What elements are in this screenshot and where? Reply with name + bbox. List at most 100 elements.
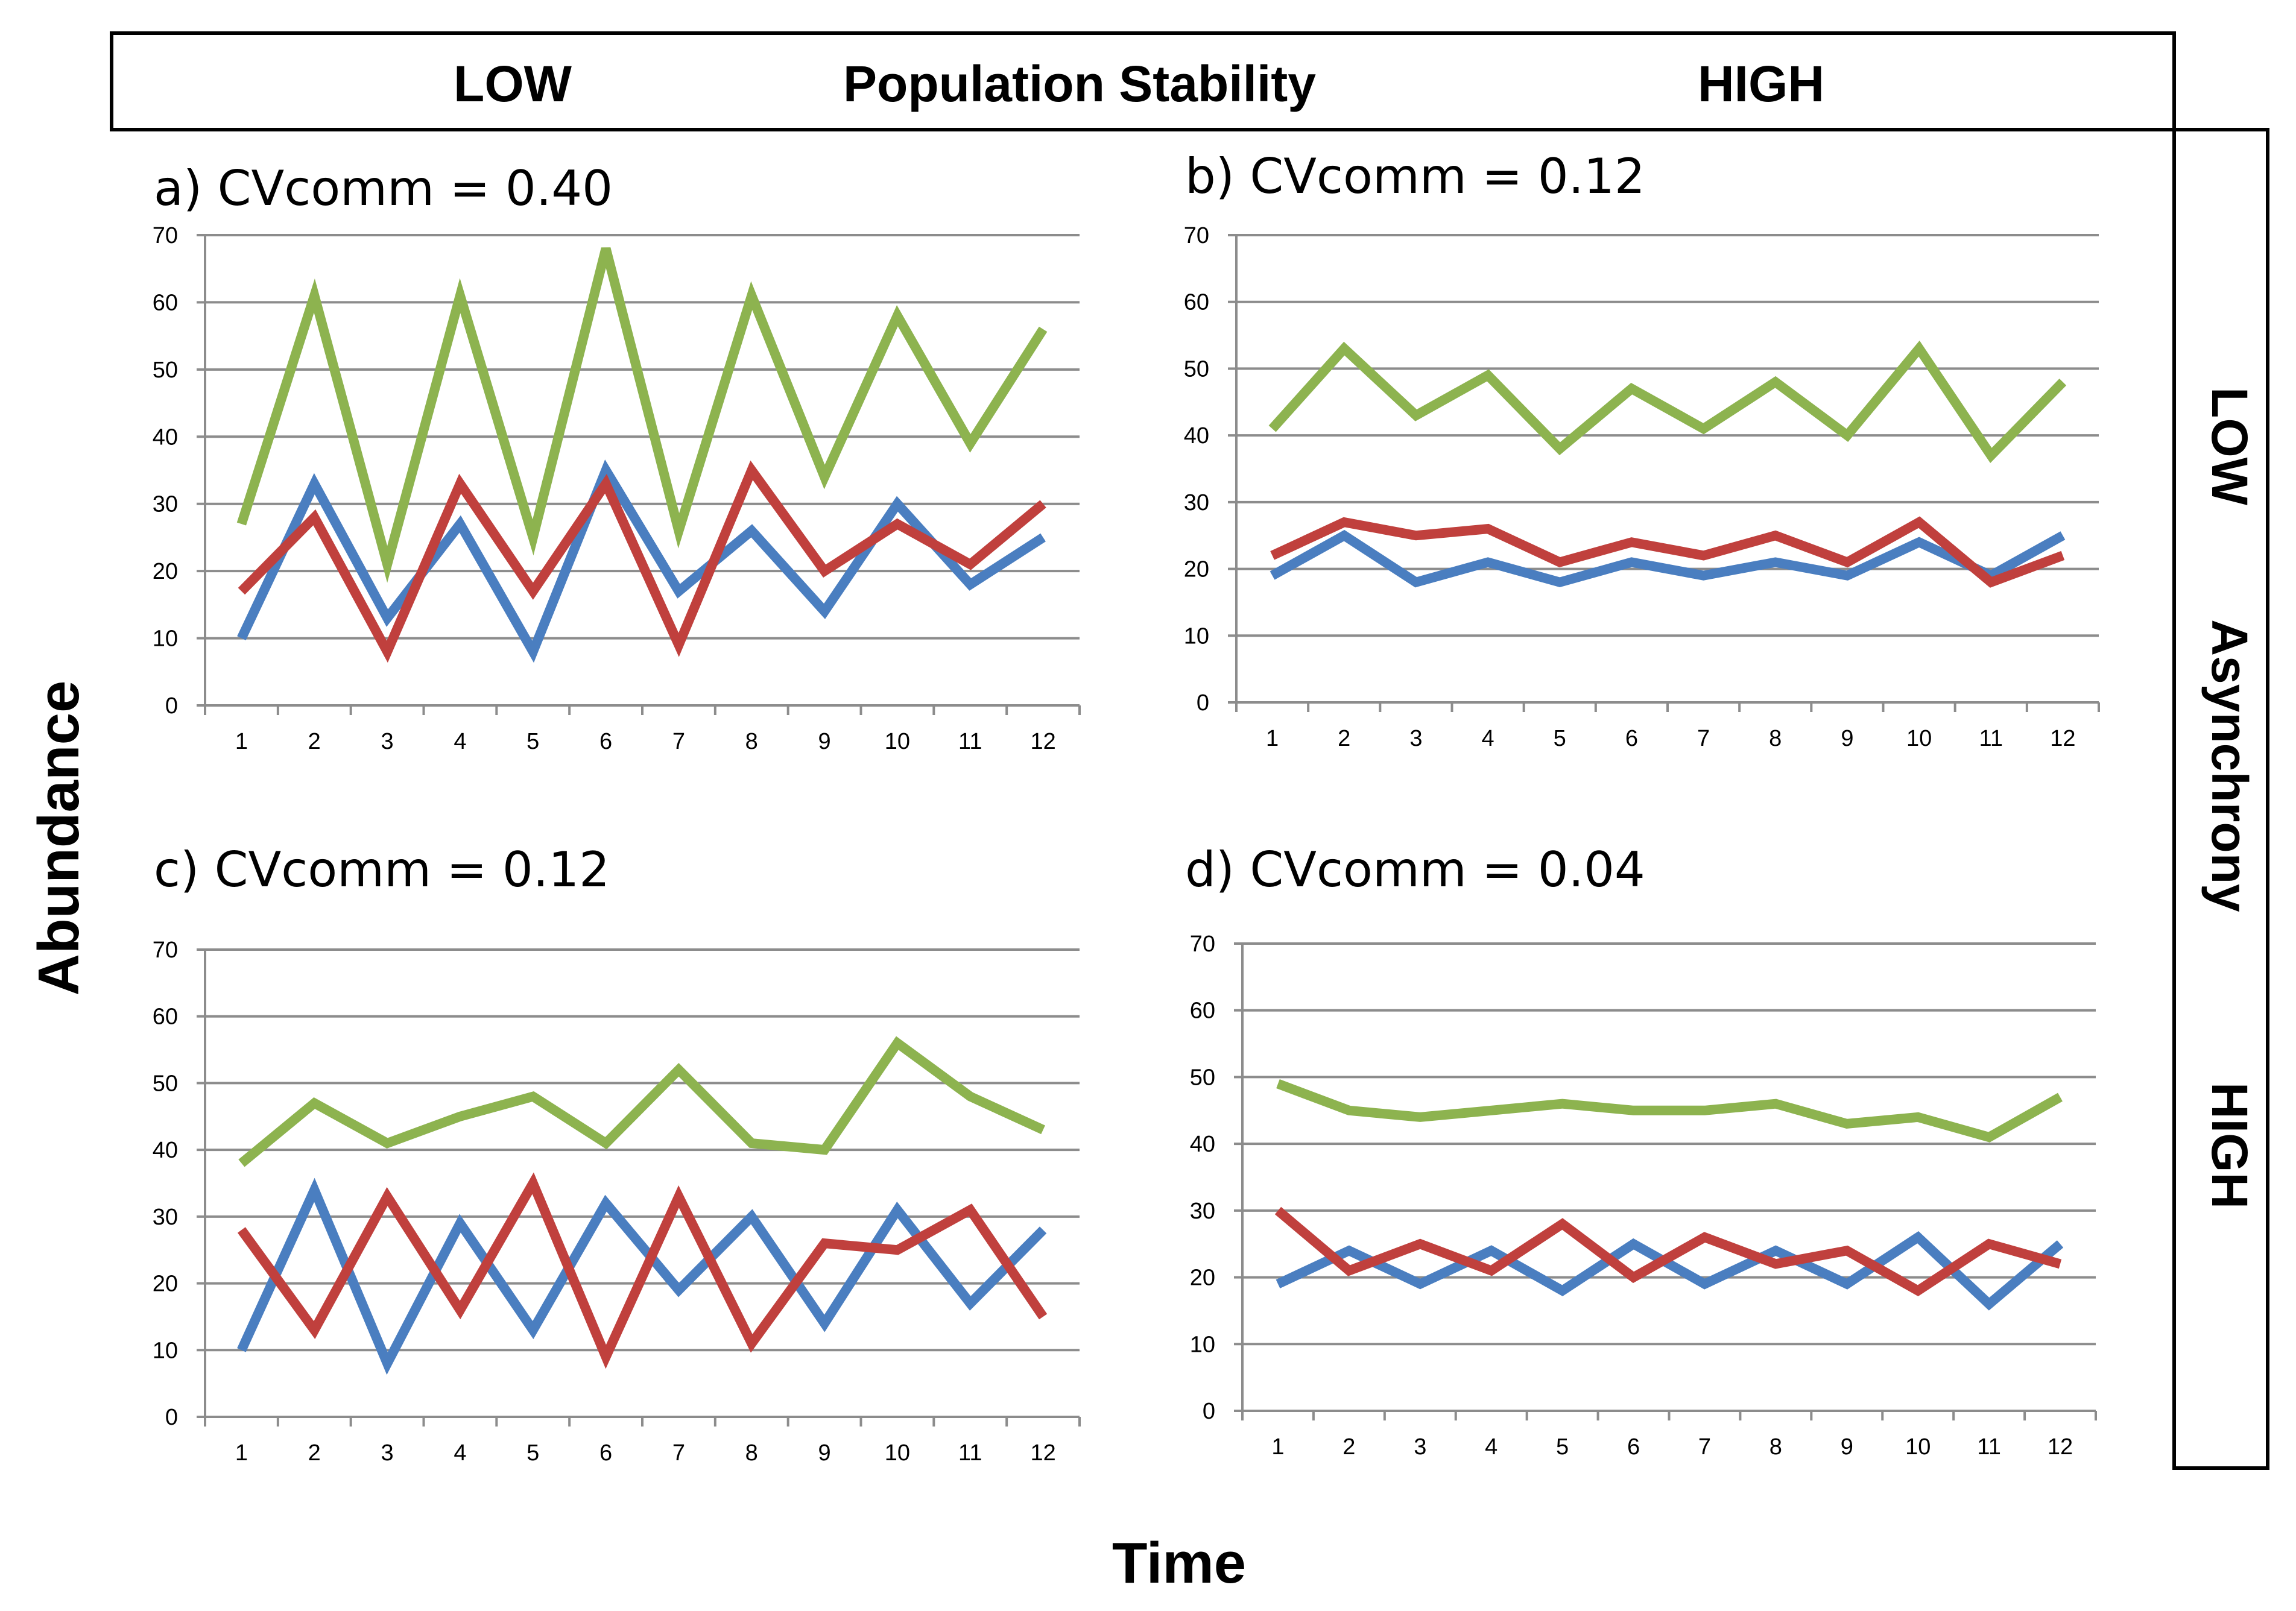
panel-d-x-tick: 4 — [1485, 1434, 1497, 1460]
header-high-label: HIGH — [1698, 55, 1824, 112]
panel-a-x-tick: 8 — [745, 729, 758, 754]
panel-b-series-green — [1268, 340, 2067, 464]
panel-a-title: a) CVcomm = 0.40 — [154, 160, 613, 216]
panel-d-x-tick: 12 — [2048, 1434, 2073, 1460]
panel-c-x-tick: 12 — [1030, 1440, 1055, 1466]
panel-a-y-tick: 10 — [153, 626, 178, 652]
panel-d-y-tick: 0 — [1203, 1399, 1215, 1424]
panel-a-y-tick: 0 — [165, 693, 178, 719]
panel-b-y-tick: 50 — [1184, 356, 1209, 382]
panel-b-title: b) CVcomm = 0.12 — [1185, 148, 1645, 204]
panel-c-x-tick: 10 — [885, 1440, 910, 1466]
panel-c-y-tick: 20 — [153, 1272, 178, 1297]
panel-d-y-tick: 10 — [1190, 1332, 1215, 1357]
panel-c-series-red — [237, 1172, 1048, 1369]
panel-b-y-tick: 40 — [1184, 423, 1209, 449]
panel-c-y-tick: 60 — [153, 1004, 178, 1030]
panel-d-series-green — [1276, 1079, 2063, 1143]
panel-d-x-tick: 1 — [1271, 1434, 1284, 1460]
panel-d-x-tick: 6 — [1627, 1434, 1640, 1460]
panel-b-x-tick: 8 — [1769, 726, 1782, 751]
panel-d-x-tick: 5 — [1556, 1434, 1569, 1460]
panel-c-x-tick: 7 — [672, 1440, 685, 1466]
panel-b-x-tick: 4 — [1482, 726, 1494, 751]
panel-b-y-tick: 30 — [1184, 490, 1209, 515]
panel-d-x-tick: 9 — [1841, 1434, 1853, 1460]
panel-b-y-tick: 10 — [1184, 623, 1209, 649]
panel-b-x-tick: 1 — [1266, 726, 1279, 751]
panel-c-y-tick: 70 — [153, 938, 178, 963]
panel-d-y-tick: 70 — [1190, 932, 1215, 957]
panel-c-y-tick: 0 — [165, 1405, 178, 1430]
panel-c-y-tick: 40 — [153, 1138, 178, 1163]
panel-c-x-tick: 3 — [381, 1440, 394, 1466]
header-title: Population Stability — [843, 55, 1316, 112]
panel-a-x-tick: 12 — [1030, 729, 1055, 754]
panel-d-x-tick: 10 — [1905, 1434, 1931, 1460]
panel-a-x-tick: 1 — [235, 729, 248, 754]
panel-c-x-tick: 2 — [308, 1440, 321, 1466]
panel-c-series-blue — [237, 1178, 1047, 1375]
panel-a-y-tick: 40 — [153, 424, 178, 450]
panel-a-series-blue — [237, 459, 1046, 663]
panel-c-y-tick: 50 — [153, 1071, 178, 1096]
panel-b-x-tick: 6 — [1625, 726, 1638, 751]
panel-b-y-tick: 20 — [1184, 557, 1209, 582]
panel-a-x-tick: 4 — [454, 729, 466, 754]
header-low-label: LOW — [454, 55, 572, 112]
panel-a-x-tick: 10 — [885, 729, 910, 754]
header-box — [110, 31, 2176, 131]
panel-b-x-tick: 12 — [2050, 726, 2075, 751]
panel-c-y-tick: 10 — [153, 1338, 178, 1363]
side-low-label: LOW — [2201, 387, 2258, 506]
panel-c-x-tick: 9 — [818, 1440, 831, 1466]
panel-b-series-red — [1270, 516, 2065, 588]
panel-a-x-tick: 7 — [672, 729, 685, 754]
panel-a-x-tick: 11 — [958, 729, 982, 754]
panel-a-x-tick: 3 — [381, 729, 394, 754]
panel-a-x-tick: 6 — [599, 729, 612, 754]
panel-b-x-tick: 3 — [1409, 726, 1422, 751]
panel-a-x-tick: 2 — [308, 729, 321, 754]
panel-c-x-tick: 8 — [745, 1440, 758, 1466]
panel-d-y-tick: 50 — [1190, 1065, 1215, 1090]
side-asynchrony-label: Asynchrony — [2201, 619, 2258, 912]
panel-c-x-tick: 1 — [235, 1440, 248, 1466]
panel-c-x-tick: 6 — [599, 1440, 612, 1466]
panel-c-series-green — [238, 1036, 1045, 1167]
panel-c-x-tick: 4 — [454, 1440, 466, 1466]
panel-a-y-tick: 50 — [153, 358, 178, 383]
panel-a-y-tick: 30 — [153, 492, 178, 517]
panel-b-x-tick: 10 — [1906, 726, 1932, 751]
panel-c-y-tick: 30 — [153, 1205, 178, 1230]
panel-d-x-tick: 11 — [1977, 1434, 2000, 1460]
panel-a-y-tick: 70 — [153, 223, 178, 248]
panel-b-x-tick: 7 — [1697, 726, 1710, 751]
x-axis-label: Time — [1112, 1531, 1246, 1595]
panel-a-series-green — [236, 247, 1048, 583]
panel-b-series-blue — [1270, 529, 2066, 588]
panel-d-y-tick: 40 — [1190, 1132, 1215, 1157]
panel-d-x-tick: 7 — [1698, 1434, 1711, 1460]
panel-d-y-tick: 30 — [1190, 1199, 1215, 1224]
panel-b-x-tick: 5 — [1554, 726, 1566, 751]
panel-c-x-tick: 11 — [958, 1440, 982, 1466]
side-high-label: HIGH — [2201, 1082, 2258, 1209]
panel-d-y-tick: 20 — [1190, 1266, 1215, 1291]
panel-b-y-tick: 60 — [1184, 290, 1209, 315]
panel-d-x-tick: 8 — [1769, 1434, 1782, 1460]
panel-d-x-tick: 2 — [1342, 1434, 1355, 1460]
panel-d-series-red — [1274, 1206, 2062, 1297]
panel-b-x-tick: 2 — [1338, 726, 1350, 751]
panel-a-y-tick: 60 — [153, 290, 178, 315]
panel-c-title: c) CVcomm = 0.12 — [154, 842, 610, 898]
panel-a-x-tick: 5 — [527, 729, 539, 754]
panel-a-x-tick: 9 — [818, 729, 831, 754]
y-axis-label: Abundance — [27, 681, 91, 996]
panel-b-y-tick: 0 — [1197, 690, 1209, 716]
